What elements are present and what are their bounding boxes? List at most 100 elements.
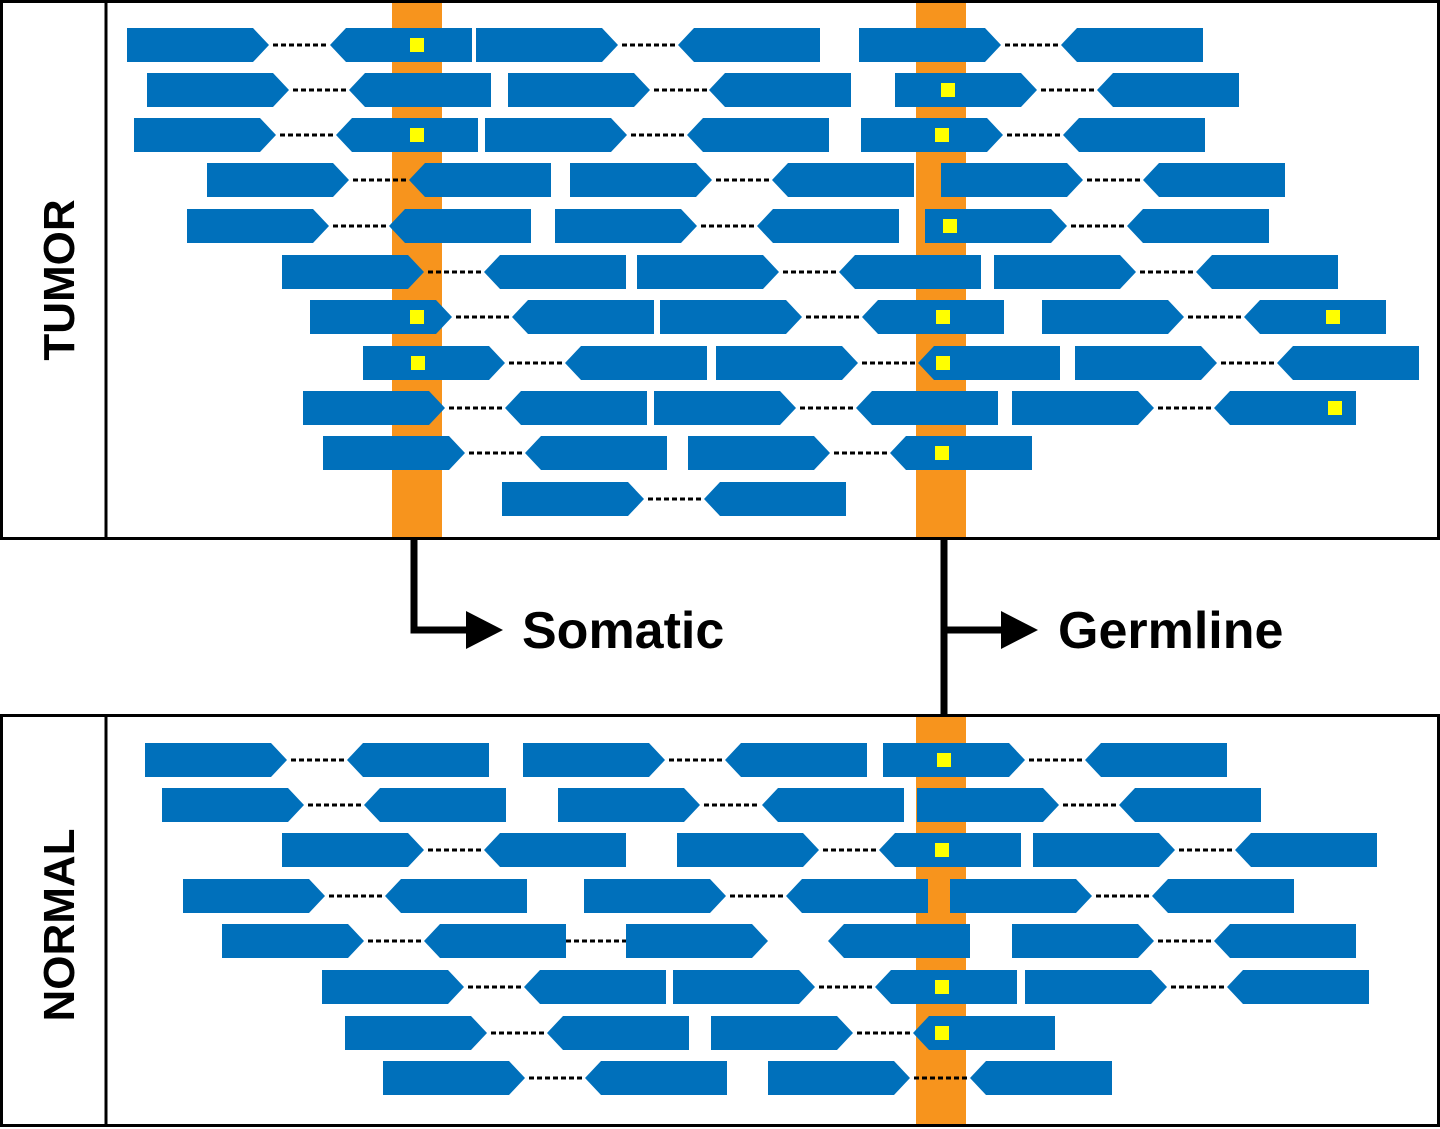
read-pair (654, 391, 998, 425)
normal-panel: NORMAL (0, 714, 1440, 1127)
forward-read (282, 255, 424, 289)
reverse-read (364, 788, 506, 822)
read-pair (508, 73, 851, 107)
reverse-read (512, 300, 654, 334)
forward-read (584, 879, 726, 913)
read-pair (673, 970, 1017, 1004)
reverse-read (1085, 743, 1227, 777)
forward-read (673, 970, 815, 1004)
read-pair (1075, 346, 1419, 380)
read-pair (660, 300, 1004, 334)
reverse-read (772, 163, 914, 197)
read-pair (558, 788, 904, 822)
variant-base-marker (935, 446, 949, 460)
forward-read (994, 255, 1136, 289)
forward-read (570, 163, 712, 197)
forward-read (187, 209, 329, 243)
read-pairs (127, 28, 1419, 1095)
somatic-connector-line (410, 539, 468, 634)
forward-read (917, 788, 1059, 822)
forward-read (363, 346, 505, 380)
read-pair (584, 879, 928, 913)
read-pair (282, 833, 626, 867)
read-pair (1033, 833, 1377, 867)
somatic-label: Somatic (522, 602, 724, 660)
read-pair (183, 879, 527, 913)
reverse-read (890, 436, 1032, 470)
read-pair (127, 28, 472, 62)
variant-base-marker (935, 843, 949, 857)
reverse-read (757, 209, 899, 243)
reverse-read (687, 118, 829, 152)
forward-read (145, 743, 287, 777)
forward-read (322, 970, 464, 1004)
reverse-read (525, 436, 667, 470)
reverse-read (879, 833, 1021, 867)
somatic-arrowhead (466, 611, 503, 649)
read-pair (383, 1061, 727, 1095)
read-pair (570, 163, 914, 197)
reverse-read (385, 879, 527, 913)
read-pair (147, 73, 491, 107)
forward-read (1012, 391, 1154, 425)
read-pair (323, 436, 667, 470)
read-pair (322, 970, 666, 1004)
variant-base-marker (410, 128, 424, 142)
reverse-read (828, 924, 970, 958)
forward-read (768, 1061, 910, 1095)
forward-read (626, 924, 768, 958)
read-pair (941, 163, 1285, 197)
forward-read (1033, 833, 1175, 867)
read-pair (917, 788, 1261, 822)
reverse-read (409, 163, 551, 197)
reverse-read (913, 1016, 1055, 1050)
reverse-read (786, 879, 928, 913)
forward-read (508, 73, 650, 107)
read-pair (485, 118, 829, 152)
forward-read (925, 209, 1067, 243)
reverse-read (524, 970, 666, 1004)
reverse-read (1277, 346, 1419, 380)
read-pair (1025, 970, 1369, 1004)
reverse-read (856, 391, 998, 425)
forward-read (303, 391, 445, 425)
forward-read (654, 391, 796, 425)
read-pair (345, 1016, 689, 1050)
reverse-read (862, 300, 1004, 334)
reverse-read (1119, 788, 1261, 822)
read-pair (303, 391, 647, 425)
read-pair (688, 436, 1032, 470)
forward-read (476, 28, 618, 62)
reverse-read (1063, 118, 1205, 152)
reverse-read (505, 391, 647, 425)
variant-base-marker (410, 38, 424, 52)
reverse-read (1143, 163, 1285, 197)
read-pair (145, 743, 489, 777)
forward-read (523, 743, 665, 777)
reverse-read (1061, 28, 1203, 62)
forward-read (861, 118, 1003, 152)
normal-panel-frame (0, 714, 1440, 1127)
read-pair (950, 879, 1294, 913)
variant-base-marker (937, 753, 951, 767)
germline-connector: Germline (940, 539, 1283, 716)
forward-read (222, 924, 364, 958)
forward-read (323, 436, 465, 470)
read-pair (883, 743, 1227, 777)
forward-read (485, 118, 627, 152)
forward-read (677, 833, 819, 867)
forward-read (162, 788, 304, 822)
forward-read (502, 482, 644, 516)
reverse-read (424, 924, 566, 958)
reverse-read (565, 346, 707, 380)
variant-base-marker (941, 83, 955, 97)
reverse-read (336, 118, 478, 152)
somatic-connector: Somatic (410, 539, 724, 660)
variant-base-marker (936, 356, 950, 370)
normal-label: NORMAL (35, 828, 84, 1021)
variant-base-marker (935, 1026, 949, 1040)
reverse-read (1227, 970, 1369, 1004)
read-pair (1012, 391, 1356, 425)
forward-read (1012, 924, 1154, 958)
